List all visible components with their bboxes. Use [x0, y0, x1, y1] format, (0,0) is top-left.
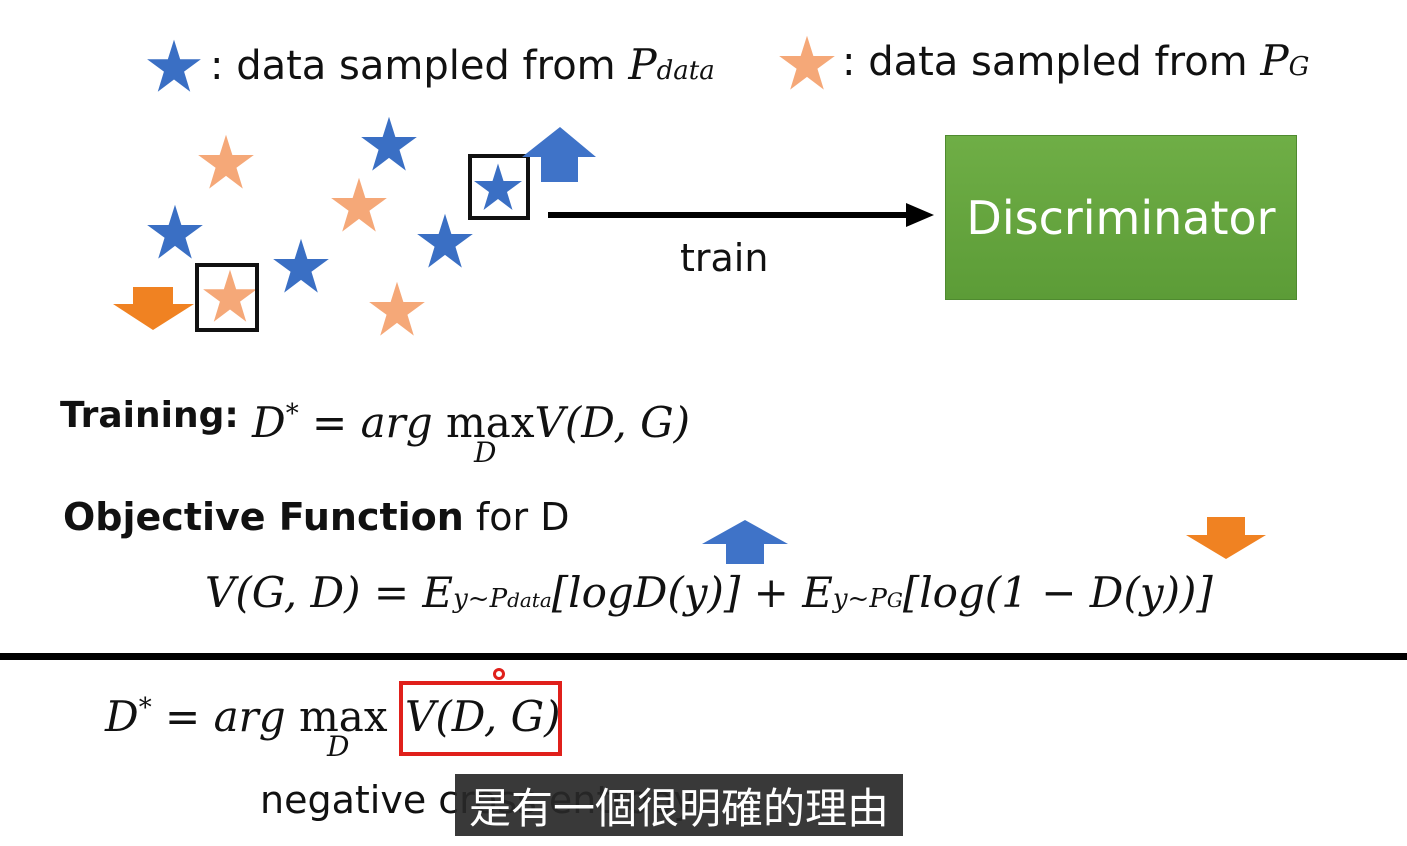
- bottom-boxed-term: V(D, G): [405, 692, 561, 741]
- selected-gen-box: [195, 263, 259, 332]
- section-divider: [0, 653, 1407, 660]
- highlight-box: [399, 681, 562, 756]
- real-star-icon: [474, 163, 522, 210]
- train-arrow-head-icon: [906, 203, 934, 227]
- video-subtitle: 是有一個很明確的理由: [455, 774, 904, 836]
- train-arrow: [548, 212, 910, 218]
- down-arrow-icon: [113, 287, 194, 330]
- legend-gen-star-icon: [779, 35, 835, 90]
- laser-pointer-icon: [493, 668, 505, 680]
- discriminator-label: Discriminator: [966, 190, 1276, 245]
- training-label: Training:: [60, 395, 239, 436]
- discriminator-box: Discriminator: [945, 135, 1297, 300]
- bottom-equation: D* = arg max D: [105, 692, 388, 763]
- objective-heading: Objective Function for D: [63, 495, 570, 539]
- legend-real-label: : data sampled from Pdata: [210, 40, 715, 89]
- real-star-icon: [273, 238, 329, 293]
- gen-star-icon: [369, 281, 425, 336]
- real-star-icon: [361, 116, 417, 171]
- up-arrow-icon: [522, 127, 596, 182]
- gen-star-icon: [198, 134, 254, 189]
- gen-star-icon: [203, 269, 257, 322]
- selected-real-box: [468, 154, 530, 220]
- objective-up-arrow-icon: [702, 520, 788, 564]
- legend-real-star-icon: [147, 39, 201, 92]
- real-star-icon: [417, 213, 473, 268]
- real-star-icon: [147, 204, 203, 259]
- training-equation: D* = arg max D V(D, G): [252, 398, 691, 469]
- legend-gen-label: : data sampled from PG: [842, 36, 1310, 85]
- objective-equation: V(G, D) = Ey~Pdata[logD(y)] + Ey~PG[log(…: [205, 568, 1213, 617]
- objective-down-arrow-icon: [1186, 517, 1266, 559]
- train-label: train: [680, 236, 769, 280]
- gen-star-icon: [331, 177, 387, 232]
